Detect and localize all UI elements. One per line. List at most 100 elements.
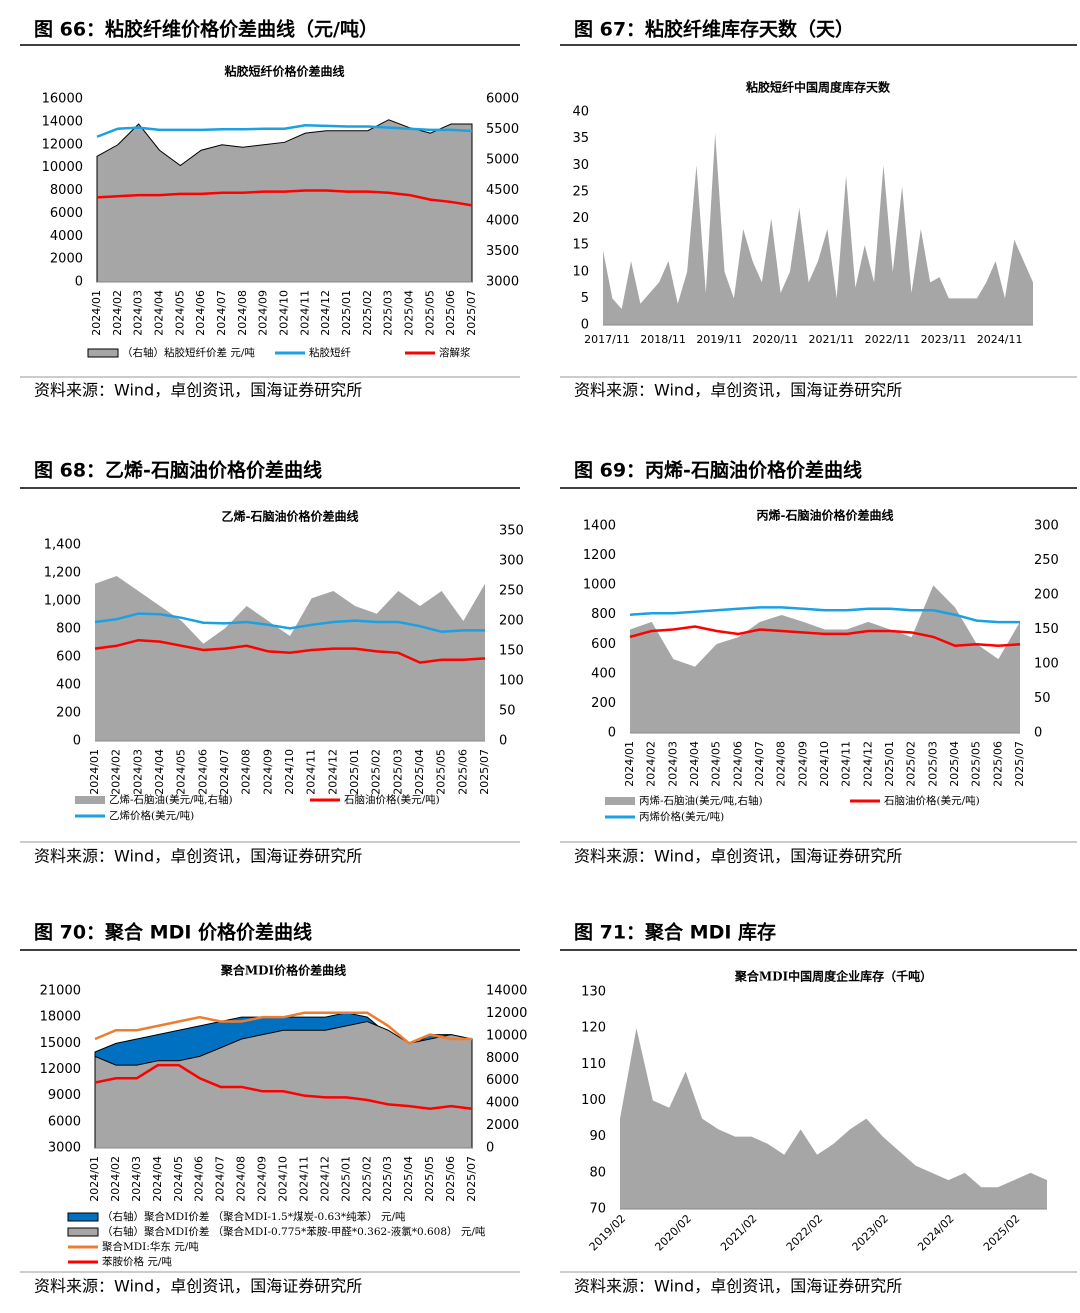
x-tick-label: 2025/07	[465, 290, 478, 336]
x-tick-label: 2024/05	[175, 749, 188, 795]
y2-tick-label: 0	[486, 1141, 494, 1156]
legend-swatch	[75, 796, 105, 804]
x-tick-label: 2024/03	[132, 290, 145, 336]
x-tick-label: 2024/11	[297, 1156, 310, 1202]
y2-tick-label: 50	[499, 704, 516, 719]
y2-tick-label: 150	[1034, 622, 1059, 637]
y-tick-label: 14000	[42, 114, 83, 129]
x-tick-label: 2024/02	[645, 741, 658, 787]
x-tick-label: 2024/08	[775, 741, 788, 787]
y-tick-label: 40	[572, 105, 589, 120]
x-tick-label: 2025/06	[991, 741, 1004, 787]
y-tick-label: 70	[589, 1202, 606, 1217]
y-tick-label: 10000	[42, 160, 83, 175]
x-tick-label: 2024/10	[283, 749, 296, 795]
x-tick-label: 2024/05	[172, 1156, 185, 1202]
source: 资料来源：Wind，卓创资讯，国海证券研究所	[574, 381, 902, 400]
y-tick-label: 3000	[48, 1141, 81, 1156]
y2-tick-label: 8000	[486, 1051, 519, 1066]
y-tick-label: 5	[581, 291, 589, 306]
y2-tick-label: 6000	[486, 92, 519, 107]
x-tick-label: 2025/01	[339, 1156, 352, 1202]
y2-tick-label: 5500	[486, 122, 519, 137]
y-tick-label: 4000	[50, 229, 83, 244]
y2-tick-label: 4000	[486, 1096, 519, 1111]
line	[94, 638, 486, 664]
y2-tick-label: 6000	[486, 1073, 519, 1088]
y2-tick-label: 2000	[486, 1118, 519, 1133]
x-tick-label: 2024/02	[111, 290, 124, 336]
y-tick-label: 100	[581, 1093, 606, 1108]
y2-tick-label: 350	[499, 524, 524, 539]
y-tick-label: 1,000	[44, 594, 81, 609]
x-tick-label: 2024/03	[666, 741, 679, 787]
y2-tick-label: 12000	[486, 1006, 527, 1021]
x-tick-label: 2025/07	[478, 749, 491, 795]
x-tick-label: 2024/06	[196, 749, 209, 795]
x-tick-label: 2024/02	[109, 1156, 122, 1202]
x-tick-label: 2024/10	[277, 1156, 290, 1202]
x-tick-label: 2024/12	[318, 1156, 331, 1202]
y-tick-label: 200	[56, 706, 81, 721]
area	[620, 1028, 1047, 1209]
y-tick-label: 1,400	[44, 538, 81, 553]
x-tick-label: 2025/04	[402, 1156, 415, 1202]
x-tick-label: 2024/04	[688, 741, 701, 787]
y-tick-label: 1200	[583, 548, 616, 563]
area	[630, 585, 1020, 733]
y-tick-label: 200	[591, 696, 616, 711]
x-tick-label: 2025/03	[382, 290, 395, 336]
x-tick-label: 2020/11	[752, 333, 798, 346]
y2-tick-label: 300	[1034, 519, 1059, 534]
x-tick-label: 2021/11	[808, 333, 854, 346]
y-tick-label: 600	[56, 650, 81, 665]
x-tick-label: 2025/03	[926, 741, 939, 787]
line	[629, 606, 1020, 624]
figure-title: 图 70：聚合 MDI 价格价差曲线	[34, 921, 312, 944]
legend-swatch	[67, 1212, 99, 1222]
legend-label: （右轴）聚合MDI价差 （聚合MDI-1.5*煤炭-0.63*纯苯） 元/吨	[102, 1210, 406, 1223]
x-tick-label: 2023/11	[921, 333, 967, 346]
line	[94, 1063, 473, 1111]
x-tick-label: 2019/11	[696, 333, 742, 346]
x-tick-label: 2024/05	[173, 290, 186, 336]
y-tick-label: 15000	[40, 1036, 81, 1051]
y2-tick-label: 100	[1034, 657, 1059, 672]
x-tick-label: 2024/04	[153, 749, 166, 795]
y2-tick-label: 250	[499, 584, 524, 599]
legend-label: 聚合MDI:华东 元/吨	[102, 1240, 199, 1253]
y2-tick-label: 3500	[486, 244, 519, 259]
x-tick-label: 2025/05	[970, 741, 983, 787]
y2-tick-label: 14000	[486, 984, 527, 999]
x-tick-label: 2024/10	[818, 741, 831, 787]
x-tick-label: 2025/02	[905, 741, 918, 787]
y-tick-label: 30	[572, 158, 589, 173]
x-tick-label: 2025/06	[444, 290, 457, 336]
x-tick-label: 2024/06	[194, 290, 207, 336]
x-tick-label: 2025/07	[465, 1156, 478, 1202]
x-tick-label: 2024/04	[151, 1156, 164, 1202]
x-tick-label: 2024/09	[257, 290, 270, 336]
x-tick-label: 2024/10	[278, 290, 291, 336]
x-tick-label: 2024/09	[261, 749, 274, 795]
y2-tick-label: 200	[499, 614, 524, 629]
x-tick-label: 2024/03	[131, 749, 144, 795]
x-tick-label: 2025/03	[391, 749, 404, 795]
x-tick-label: 2024/07	[753, 741, 766, 787]
y-tick-label: 400	[591, 666, 616, 681]
y-tick-label: 1,200	[44, 566, 81, 581]
legend-label: （右轴）聚合MDI价差 （聚合MDI-0.775*苯胺-甲醛*0.362-液氯*…	[102, 1225, 486, 1238]
y-tick-label: 1400	[583, 519, 616, 534]
y2-tick-label: 0	[1034, 726, 1042, 741]
x-tick-label: 2025/02	[360, 1156, 373, 1202]
legend-label: （右轴）粘胶短纤价差 元/吨	[122, 346, 255, 359]
y2-tick-label: 3000	[486, 275, 519, 290]
figure-title: 图 67：粘胶纤维库存天数（天）	[574, 18, 854, 41]
legend-label: 乙烯价格(美元/吨)	[109, 809, 194, 822]
y-tick-label: 800	[56, 622, 81, 637]
legend-swatch	[87, 348, 119, 358]
x-tick-label: 2024/04	[153, 290, 166, 336]
x-tick-label: 2024/06	[731, 741, 744, 787]
line	[94, 1011, 472, 1045]
figure-title: 图 66：粘胶纤维价格价差曲线（元/吨）	[34, 18, 378, 41]
